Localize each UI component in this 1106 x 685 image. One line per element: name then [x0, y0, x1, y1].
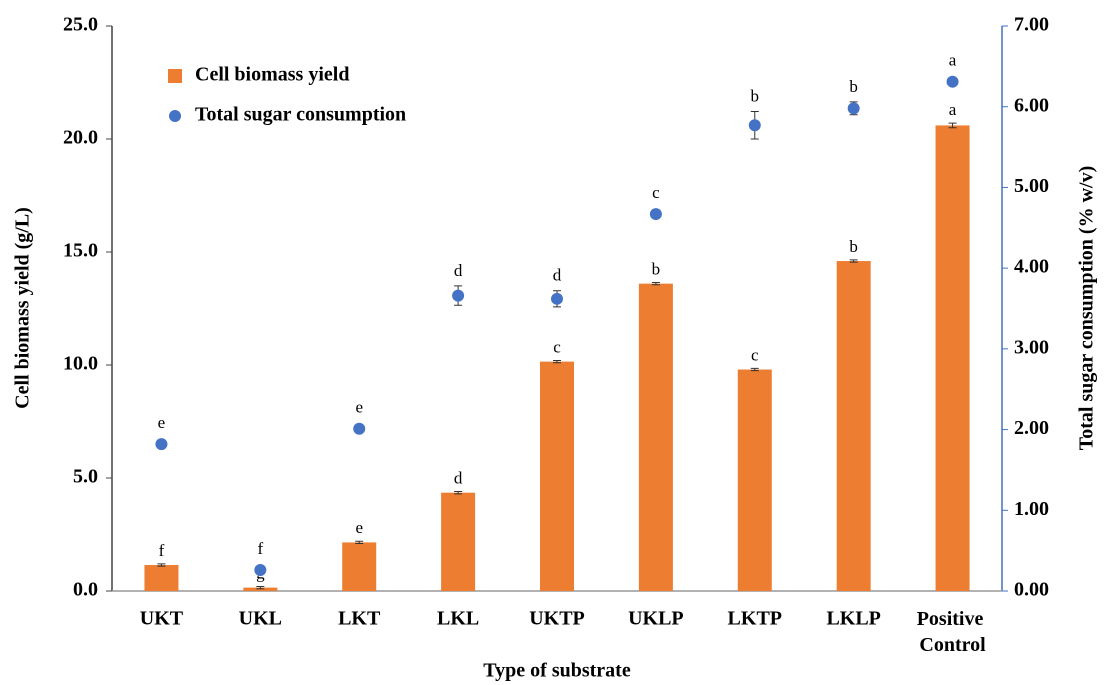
significance-label: d — [454, 468, 463, 487]
significance-label: b — [652, 259, 661, 278]
point — [353, 422, 366, 435]
y2-tick-label: 3.00 — [1014, 336, 1049, 358]
point — [946, 75, 959, 88]
y-tick-label: 0.0 — [73, 579, 98, 601]
legend-swatch — [168, 69, 182, 83]
error-bar — [454, 491, 463, 495]
significance-label: f — [257, 539, 263, 558]
y-tick-label: 15.0 — [63, 240, 98, 262]
point — [254, 564, 267, 577]
bar — [935, 125, 970, 591]
point — [452, 289, 465, 302]
bar — [737, 369, 772, 591]
y2-tick-label: 2.00 — [1014, 417, 1049, 439]
bar — [441, 492, 476, 591]
legend-label: Cell biomass yield — [195, 64, 349, 86]
y-tick-label: 25.0 — [63, 14, 98, 36]
bar — [638, 283, 673, 591]
error-bar — [651, 282, 660, 286]
significance-label: c — [553, 337, 561, 356]
point — [748, 119, 761, 132]
bar — [342, 542, 377, 591]
x-tick-label: LKT — [338, 608, 381, 630]
significance-label: e — [355, 518, 363, 537]
bar — [144, 565, 179, 591]
x-tick-label: LKL — [437, 608, 479, 630]
point — [847, 102, 860, 115]
x-axis-title: Type of substrate — [483, 660, 631, 682]
significance-label: e — [355, 398, 363, 417]
bar — [243, 587, 278, 591]
x-tick-label: LKTP — [728, 608, 782, 630]
significance-label: f — [159, 541, 165, 560]
error-bar — [355, 540, 364, 545]
significance-label: c — [652, 183, 660, 202]
error-bar — [849, 259, 858, 263]
significance-label: e — [158, 413, 166, 432]
error-bar — [948, 122, 957, 129]
error-bar — [157, 563, 166, 567]
legend-label: Total sugar consumption — [195, 104, 406, 126]
y2-tick-label: 6.00 — [1014, 94, 1049, 116]
x-tick-label: UKLP — [628, 608, 684, 630]
y2-tick-label: 7.00 — [1014, 14, 1049, 36]
y2-tick-label: 0.00 — [1014, 579, 1049, 601]
error-bar — [750, 367, 759, 372]
x-tick-label: UKT — [140, 608, 184, 630]
point — [551, 292, 563, 305]
y2-tick-label: 5.00 — [1014, 175, 1049, 197]
y-tick-label: 20.0 — [63, 127, 98, 149]
significance-label: d — [454, 261, 463, 280]
y2-tick-label: 1.00 — [1014, 498, 1049, 520]
error-bar — [256, 585, 265, 590]
legend-swatch — [169, 110, 181, 122]
significance-label: c — [751, 345, 759, 364]
y-tick-label: 5.0 — [73, 466, 98, 488]
x-tick-label: Positive Control — [917, 608, 989, 656]
bar — [540, 361, 574, 591]
significance-label: a — [949, 51, 957, 70]
y2-tick-label: 4.00 — [1014, 256, 1049, 278]
error-bar — [553, 359, 561, 364]
x-tick-label: UKTP — [529, 608, 585, 630]
bar — [836, 261, 871, 591]
significance-label: d — [553, 266, 562, 285]
significance-label: b — [849, 77, 858, 96]
y2-axis-title: Total sugar consumption (% w/v) — [1076, 166, 1098, 451]
point — [155, 438, 168, 451]
y-tick-label: 10.0 — [63, 353, 98, 375]
y-axis-title: Cell biomass yield (g/L) — [12, 207, 34, 409]
x-tick-label: LKLP — [826, 608, 880, 630]
x-tick-label: UKL — [239, 608, 282, 630]
point — [649, 208, 662, 221]
significance-label: b — [751, 86, 760, 105]
significance-label: b — [849, 237, 858, 256]
significance-label: a — [949, 100, 957, 119]
